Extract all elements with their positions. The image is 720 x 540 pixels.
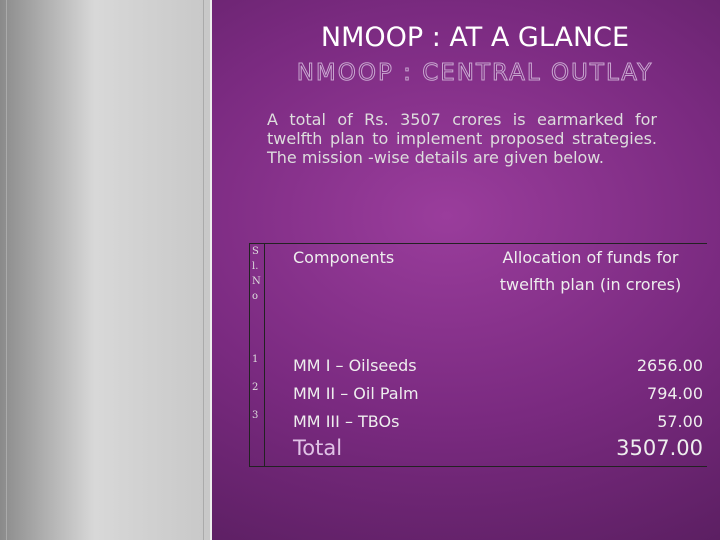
header-row: Sl.No Components Allocation of funds for…: [249, 243, 707, 340]
outlay-table: Sl.No Components Allocation of funds for…: [249, 243, 707, 467]
table-row: 1 MM I – Oilseeds 2656.00: [249, 340, 708, 380]
cell: MM I – Oilseeds: [293, 356, 417, 375]
cell: [249, 436, 265, 467]
total-label: Total: [264, 436, 478, 467]
cell: MM II – Oil Palm: [293, 384, 419, 403]
intro-text: A total of Rs. 3507 crores is earmarked …: [267, 110, 657, 167]
title: NMOOP : AT A GLANCE: [320, 22, 630, 53]
cell: 794.00: [647, 384, 703, 403]
total-value: 3507.00: [478, 436, 707, 467]
cell: 2: [249, 380, 265, 408]
column-header: Components: [264, 243, 478, 340]
column-header: Sl.No: [249, 243, 265, 340]
subtitle: NMOOP : CENTRAL OUTLAY: [296, 60, 654, 87]
total-row: Total 3507.00: [249, 436, 707, 467]
table-row: 2 MM II – Oil Palm 794.00: [249, 380, 708, 408]
side-panel: [0, 0, 212, 540]
column-header: Allocation of funds for twelfth plan (in…: [478, 243, 707, 340]
cell: 1: [249, 340, 265, 380]
cell: MM III – TBOs: [293, 412, 400, 431]
cell: 2656.00: [636, 356, 703, 375]
table-row: 3 MM III – TBOs 57.00: [249, 408, 708, 436]
cell: 57.00: [657, 412, 703, 431]
cell: 3: [249, 408, 265, 436]
